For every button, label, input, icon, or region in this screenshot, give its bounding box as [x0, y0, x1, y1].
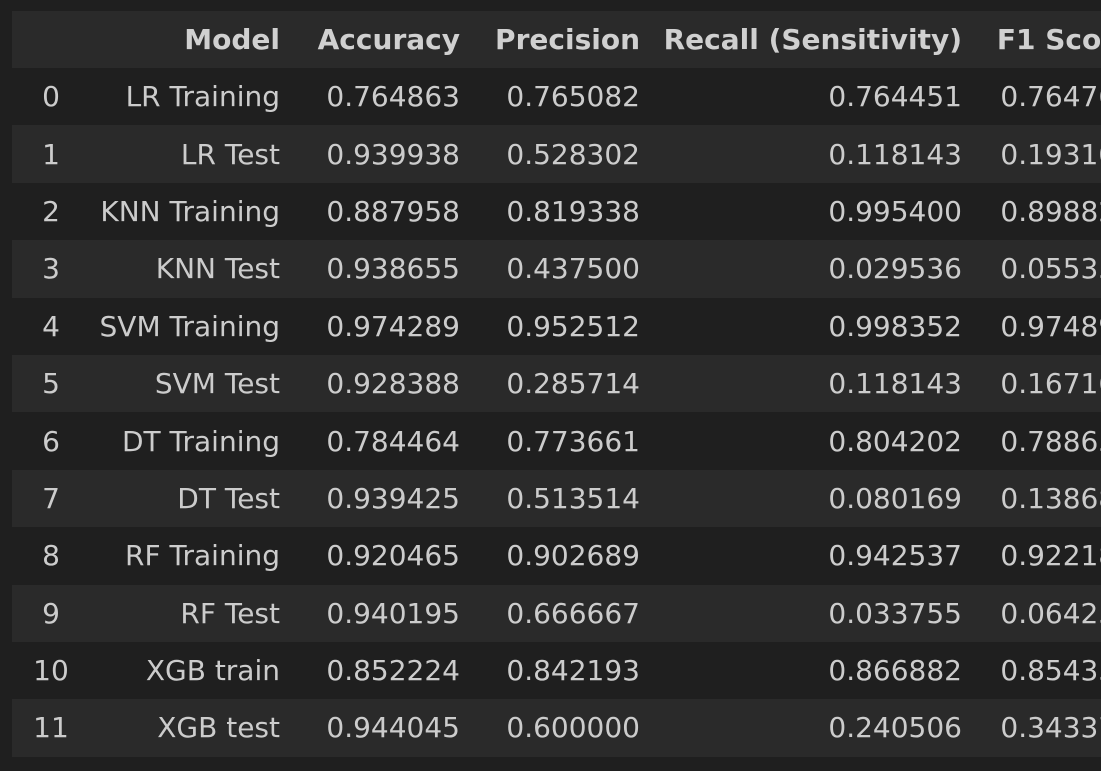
- precision-cell: 0.600000: [506, 711, 640, 745]
- accuracy-cell: 0.920465: [326, 539, 460, 573]
- model-cell: RF Test: [180, 596, 280, 630]
- precision-cell: 0.513514: [506, 481, 640, 515]
- row-index: 10: [33, 654, 69, 688]
- model-cell: RF Training: [125, 539, 280, 573]
- recall-cell: 0.029536: [828, 252, 962, 286]
- precision-cell: 0.819338: [506, 194, 640, 228]
- table-row: 0 LR Training 0.764863 0.765082 0.764451 0.76…: [12, 68, 1101, 126]
- row-index: 11: [33, 711, 69, 745]
- accuracy-cell: 0.940195: [326, 596, 460, 630]
- f1-score-cell: 0.055336: [1000, 252, 1101, 286]
- f1-score-cell: 0.343373: [1000, 711, 1101, 745]
- f1-score-cell: 0.788636: [1000, 424, 1101, 458]
- recall-cell: 0.080169: [828, 481, 962, 515]
- index-header: [12, 11, 90, 68]
- model-cell: DT Test: [177, 481, 280, 515]
- accuracy-cell: 0.974289: [326, 309, 460, 343]
- accuracy-cell: 0.784464: [326, 424, 460, 458]
- model-cell: LR Test: [180, 137, 280, 171]
- f1-score-cell: 0.974894: [1000, 309, 1101, 343]
- table-row: 6 DT Training 0.784464 0.773661 0.804202 0.78…: [12, 412, 1101, 470]
- table-row: 7 DT Test 0.939425 0.513514 0.080169 0.138686: [12, 469, 1101, 528]
- f1-score-cell: 0.922183: [1000, 539, 1101, 573]
- recall-cell: 0.118143: [828, 367, 962, 401]
- row-index: 2: [42, 194, 60, 228]
- header-row: Model Accuracy Precision Recall (Sensiti…: [12, 11, 1101, 68]
- recall-cell: 0.866882: [828, 654, 962, 688]
- table-row: 3 KNN Test 0.938655 0.437500 0.029536 0.05533…: [12, 240, 1101, 298]
- model-cell: SVM Training: [99, 309, 280, 343]
- model-cell: XGB test: [157, 711, 280, 745]
- precision-cell: 0.842193: [506, 654, 640, 688]
- row-index: 9: [42, 596, 60, 630]
- table-row: 4 SVM Training 0.974289 0.952512 0.998352 0.9…: [12, 297, 1101, 355]
- table-row: 1 LR Test 0.939938 0.528302 0.118143 0.193103: [12, 125, 1101, 183]
- accuracy-header: Accuracy: [317, 23, 460, 56]
- f1-score-header: F1 Score: [996, 23, 1101, 56]
- precision-cell: 0.666667: [506, 596, 640, 630]
- accuracy-cell: 0.939425: [326, 481, 460, 515]
- accuracy-cell: 0.944045: [326, 711, 460, 745]
- accuracy-cell: 0.852224: [326, 654, 460, 688]
- row-index: 7: [42, 481, 60, 515]
- accuracy-cell: 0.938655: [326, 252, 460, 286]
- model-cell: KNN Test: [155, 252, 280, 286]
- recall-cell: 0.118143: [828, 137, 962, 171]
- table-row: 9 RF Test 0.940195 0.666667 0.033755 0.064257: [12, 584, 1101, 642]
- model-cell: XGB train: [145, 654, 280, 688]
- table-row: 11 XGB test 0.944045 0.600000 0.240506 0.3433…: [12, 699, 1101, 757]
- model-cell: SVM Test: [154, 367, 280, 401]
- model-cell: LR Training: [125, 80, 280, 114]
- precision-cell: 0.765082: [506, 80, 640, 114]
- row-index: 8: [42, 539, 60, 573]
- recall-header: Recall (Sensitivity): [663, 23, 962, 56]
- f1-score-cell: 0.138686: [1000, 481, 1101, 515]
- table-body: 0 LR Training 0.764863 0.765082 0.764451 0.76…: [12, 68, 1101, 757]
- f1-score-cell: 0.167164: [1000, 367, 1101, 401]
- f1-score-cell: 0.064257: [1000, 596, 1101, 630]
- accuracy-cell: 0.887958: [326, 194, 460, 228]
- precision-header: Precision: [495, 23, 640, 56]
- precision-cell: 0.952512: [506, 309, 640, 343]
- metrics-table: Model Accuracy Precision Recall (Sensiti…: [12, 11, 1101, 757]
- f1-score-cell: 0.764766: [1000, 80, 1101, 114]
- recall-cell: 0.942537: [828, 539, 962, 573]
- model-cell: DT Training: [121, 424, 280, 458]
- accuracy-cell: 0.764863: [326, 80, 460, 114]
- row-index: 5: [42, 367, 60, 401]
- precision-cell: 0.773661: [506, 424, 640, 458]
- model-header: Model: [184, 23, 280, 56]
- table-row: 10 XGB train 0.852224 0.842193 0.866882 0.854…: [12, 641, 1101, 700]
- table-row: 5 SVM Test 0.928388 0.285714 0.118143 0.16716…: [12, 354, 1101, 413]
- recall-cell: 0.240506: [828, 711, 962, 745]
- row-index: 3: [42, 252, 60, 286]
- accuracy-cell: 0.928388: [326, 367, 460, 401]
- accuracy-cell: 0.939938: [326, 137, 460, 171]
- recall-cell: 0.998352: [828, 309, 962, 343]
- f1-score-cell: 0.898828: [1000, 194, 1101, 228]
- precision-cell: 0.902689: [506, 539, 640, 573]
- table-row: 8 RF Training 0.920465 0.902689 0.942537 0.92…: [12, 527, 1101, 585]
- precision-cell: 0.528302: [506, 137, 640, 171]
- model-cell: KNN Training: [100, 194, 280, 228]
- row-index: 4: [42, 309, 60, 343]
- recall-cell: 0.033755: [828, 596, 962, 630]
- recall-cell: 0.764451: [828, 80, 962, 114]
- f1-score-cell: 0.854359: [1000, 654, 1101, 688]
- precision-cell: 0.285714: [506, 367, 640, 401]
- table-row: 2 KNN Training 0.887958 0.819338 0.995400 0.8…: [12, 182, 1101, 241]
- row-index: 1: [42, 137, 60, 171]
- table-header: Model Accuracy Precision Recall (Sensiti…: [12, 11, 1101, 68]
- precision-cell: 0.437500: [506, 252, 640, 286]
- dataframe-output: Model Accuracy Precision Recall (Sensiti…: [12, 11, 1101, 757]
- f1-score-cell: 0.193103: [1000, 137, 1101, 171]
- recall-cell: 0.995400: [828, 194, 962, 228]
- recall-cell: 0.804202: [828, 424, 962, 458]
- row-index: 0: [42, 80, 60, 114]
- row-index: 6: [42, 424, 60, 458]
